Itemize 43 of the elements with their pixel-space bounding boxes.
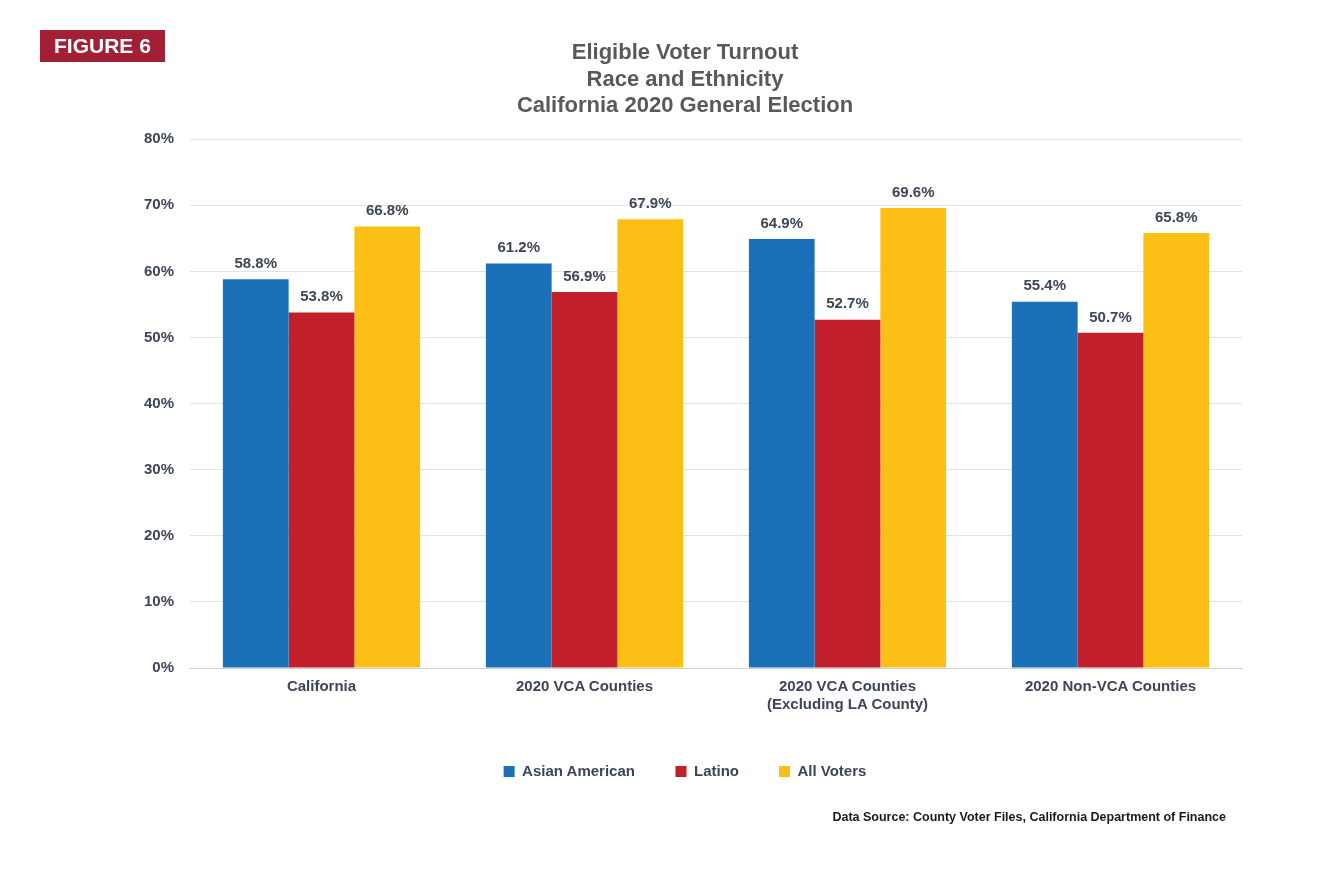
y-tick-label: 70% <box>143 195 175 213</box>
data-label: 55.4% <box>1023 276 1067 294</box>
bar <box>1143 233 1210 668</box>
legend-label: All Voters <box>797 761 867 779</box>
data-label: 65.8% <box>1154 207 1198 225</box>
caption: FIGURE 6 <box>40 30 165 62</box>
chart-title: Eligible Voter Turnout Race and Ethnicity California 2020 General Election <box>516 39 854 118</box>
bar <box>354 226 421 668</box>
bar <box>880 207 947 668</box>
bar <box>551 291 618 668</box>
bar <box>1011 301 1078 668</box>
bar <box>1077 332 1144 668</box>
bar <box>748 239 815 668</box>
legend-label: Latino <box>693 761 739 779</box>
data-label: 64.9% <box>760 213 804 231</box>
bar <box>288 312 355 668</box>
x-tick-label: California <box>286 677 357 695</box>
data-label: 58.8% <box>234 253 278 271</box>
data-label: 67.9% <box>628 193 672 211</box>
y-tick-label: 30% <box>143 459 175 477</box>
legend-label: Asian American <box>522 761 635 779</box>
y-tick-label: 40% <box>143 393 175 411</box>
y-tick-label: 0% <box>152 658 175 676</box>
y-tick-label: 60% <box>143 261 175 279</box>
data-label: 56.9% <box>563 266 606 284</box>
bar <box>814 319 881 668</box>
x-tick-label: 2020 Non-VCA Counties <box>1024 677 1197 695</box>
bar <box>617 219 684 668</box>
y-tick-label: 50% <box>143 327 175 345</box>
data-label: 53.8% <box>300 287 343 305</box>
data-label: 61.2% <box>497 238 541 256</box>
bar <box>222 279 289 668</box>
y-tick-label: 10% <box>143 592 175 610</box>
data-label: 52.7% <box>826 294 869 312</box>
data-label: 69.6% <box>891 182 935 200</box>
bar <box>485 263 552 668</box>
y-tick-label: 80% <box>143 129 175 147</box>
x-tick-label: 2020 VCA Counties <box>516 677 654 695</box>
y-tick-label: 20% <box>143 525 175 543</box>
data-label: 50.7% <box>1089 307 1132 325</box>
x-tick-label: 2020 VCA Counties (Excluding LA County) <box>766 677 929 713</box>
source-note: Data Source: County Voter Files, California Department of Finance <box>832 810 1226 824</box>
data-label: 66.8% <box>365 201 409 219</box>
